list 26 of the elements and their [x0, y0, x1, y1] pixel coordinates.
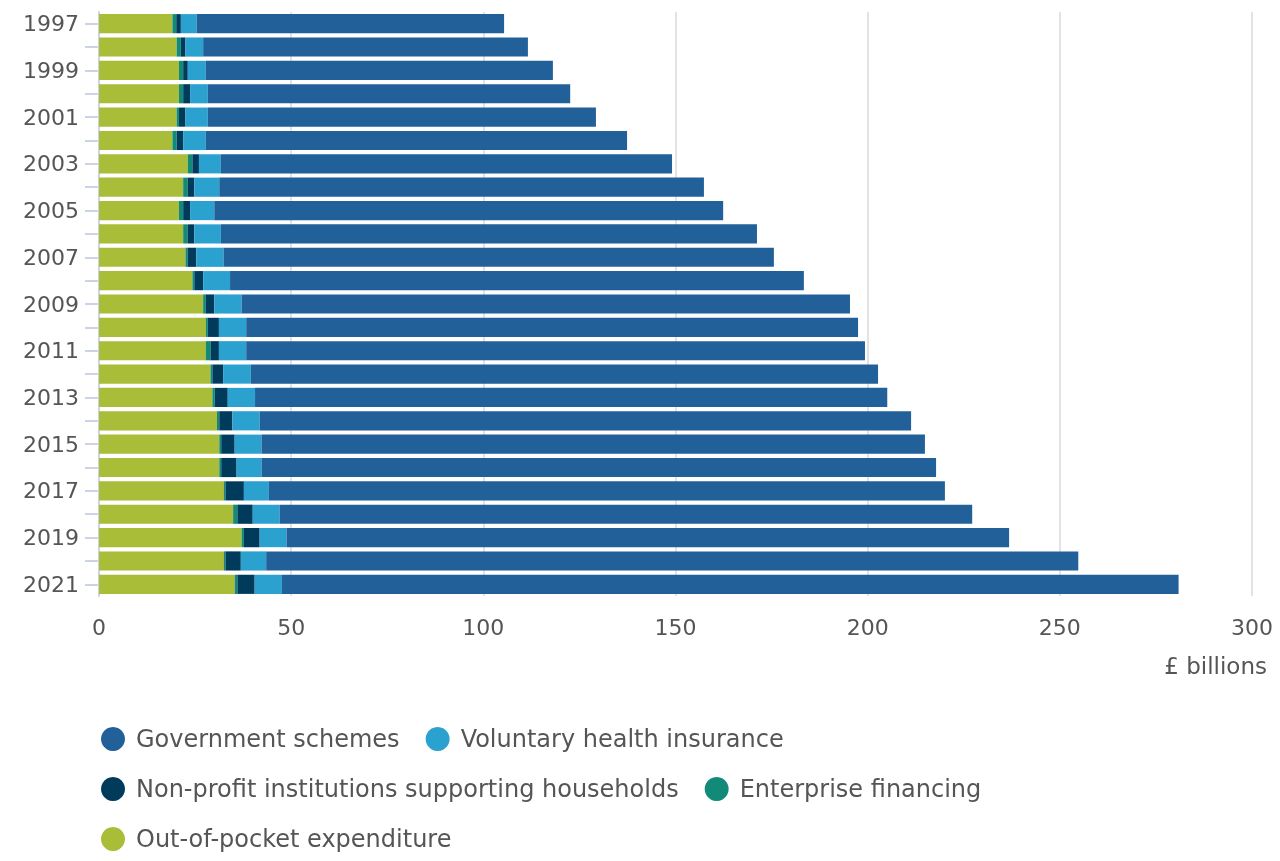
legend-label: Voluntary health insurance [460, 725, 784, 753]
y-tick-label: 2015 [23, 431, 79, 457]
x-axis-title: £ billions [1164, 652, 1267, 679]
legend-label: Out-of-pocket expenditure [136, 825, 452, 853]
legend-label: Non-profit institutions supporting households [136, 775, 679, 803]
y-tick-label: 2009 [23, 291, 79, 317]
y-tick-label: 2005 [23, 198, 79, 224]
y-tick-label: 1997 [23, 11, 79, 37]
x-tick-label: 50 [277, 614, 306, 640]
x-tick-label: 0 [92, 614, 106, 640]
legend-label: Government schemes [136, 725, 400, 753]
x-tick-label: 300 [1231, 614, 1273, 640]
y-tick-label: 2011 [23, 338, 79, 364]
x-tick-label: 200 [846, 614, 889, 640]
x-tick-label: 150 [654, 614, 697, 640]
y-tick-label: 2013 [23, 384, 79, 410]
y-tick-label: 2019 [23, 525, 79, 551]
y-tick-label: 2017 [23, 478, 79, 504]
x-tick-label: 100 [462, 614, 505, 640]
y-tick-label: 2001 [23, 104, 79, 130]
x-tick-label: 250 [1038, 614, 1081, 640]
legend-label: Enterprise financing [739, 775, 982, 803]
y-tick-label: 2003 [23, 151, 79, 177]
y-tick-label: 2021 [23, 571, 79, 597]
y-tick-label: 1999 [23, 57, 79, 83]
y-tick-label: 2007 [23, 244, 79, 270]
